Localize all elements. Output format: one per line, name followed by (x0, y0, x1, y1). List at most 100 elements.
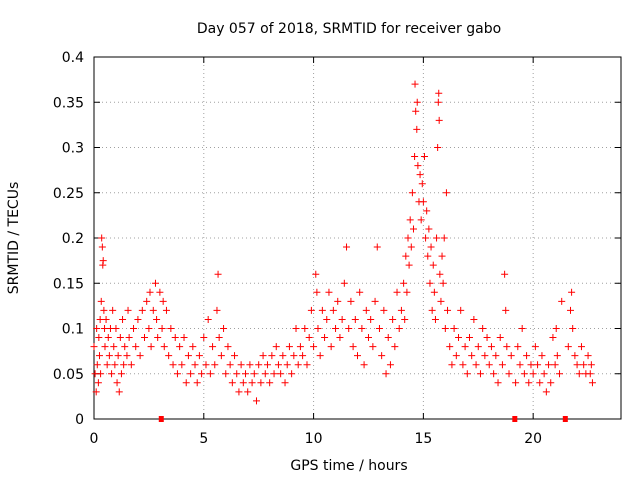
data-point (103, 361, 111, 369)
data-point (184, 352, 192, 360)
y-tick-labels: 0 0.05 0.1 0.15 0.2 0.25 0.3 0.35 0.4 (53, 50, 84, 428)
data-point (114, 352, 122, 360)
data-point (316, 352, 324, 360)
data-point (503, 343, 511, 351)
data-point (395, 325, 403, 332)
data-point (571, 352, 579, 360)
data-point (412, 107, 420, 115)
data-point (380, 306, 388, 314)
data-point (206, 370, 214, 378)
data-point (577, 343, 585, 351)
data-point (134, 315, 142, 323)
data-point (119, 315, 127, 323)
data-point (97, 370, 105, 378)
data-point (268, 352, 276, 360)
data-point (272, 343, 280, 351)
data-point (167, 325, 175, 332)
data-point (389, 315, 397, 323)
x-tick-label: 20 (524, 431, 542, 447)
data-point (159, 297, 167, 305)
data-point (173, 370, 181, 378)
data-point (364, 334, 372, 342)
data-point (411, 153, 419, 161)
data-point (569, 325, 577, 332)
data-point (492, 352, 500, 360)
data-point (211, 361, 219, 369)
data-point (95, 352, 103, 360)
data-point (146, 288, 154, 296)
data-point (496, 334, 504, 342)
data-point (132, 343, 140, 351)
data-point (358, 325, 366, 332)
data-point (257, 379, 265, 387)
data-point (111, 361, 119, 369)
data-point (384, 334, 392, 342)
data-point (158, 325, 166, 332)
data-point (529, 370, 537, 378)
y-tick-label: 0.4 (62, 50, 84, 66)
data-point (426, 279, 434, 287)
data-point (213, 306, 221, 314)
data-point (318, 306, 326, 314)
data-point (215, 334, 223, 342)
data-point (102, 315, 110, 323)
data-point (507, 352, 515, 360)
data-point (514, 343, 522, 351)
data-point (498, 361, 506, 369)
data-point (408, 189, 416, 197)
data-point (98, 234, 106, 242)
data-point (538, 352, 546, 360)
data-point (153, 315, 161, 323)
data-point (367, 315, 375, 323)
data-point (252, 397, 260, 405)
data-point (154, 334, 162, 342)
data-point (112, 325, 120, 332)
data-point (430, 288, 438, 296)
data-point (209, 343, 217, 351)
data-point (296, 343, 304, 351)
data-point (404, 234, 412, 242)
data-point (233, 370, 241, 378)
data-point (409, 225, 417, 233)
data-point (356, 288, 364, 296)
data-point (121, 343, 129, 351)
data-point (255, 361, 263, 369)
data-point (96, 315, 104, 323)
data-point (94, 379, 102, 387)
data-point (429, 261, 437, 269)
data-point (187, 370, 195, 378)
y-tick-label: 0.2 (62, 231, 84, 247)
data-point (242, 370, 250, 378)
data-point (568, 288, 576, 296)
data-point (540, 370, 548, 378)
data-point (101, 325, 109, 332)
data-point (248, 379, 256, 387)
data-point (329, 306, 337, 314)
data-point (343, 243, 351, 251)
data-point (120, 361, 128, 369)
data-point (202, 361, 210, 369)
data-point (580, 361, 588, 369)
data-point (100, 306, 108, 314)
data-point (552, 325, 560, 332)
data-point (516, 361, 524, 369)
data-point (438, 252, 446, 260)
data-point (97, 297, 105, 305)
data-point (270, 370, 278, 378)
data-point (403, 288, 411, 296)
data-point (147, 343, 155, 351)
x-tick-label: 5 (199, 431, 208, 447)
data-point (108, 370, 116, 378)
data-point (360, 361, 368, 369)
data-point (527, 361, 535, 369)
data-point (189, 343, 197, 351)
data-point (338, 315, 346, 323)
data-point (92, 388, 100, 396)
data-points (90, 80, 596, 405)
data-gap-marker (512, 416, 518, 422)
data-point (476, 370, 484, 378)
data-point (481, 352, 489, 360)
data-point (536, 379, 544, 387)
data-point (224, 343, 232, 351)
data-point (587, 361, 595, 369)
